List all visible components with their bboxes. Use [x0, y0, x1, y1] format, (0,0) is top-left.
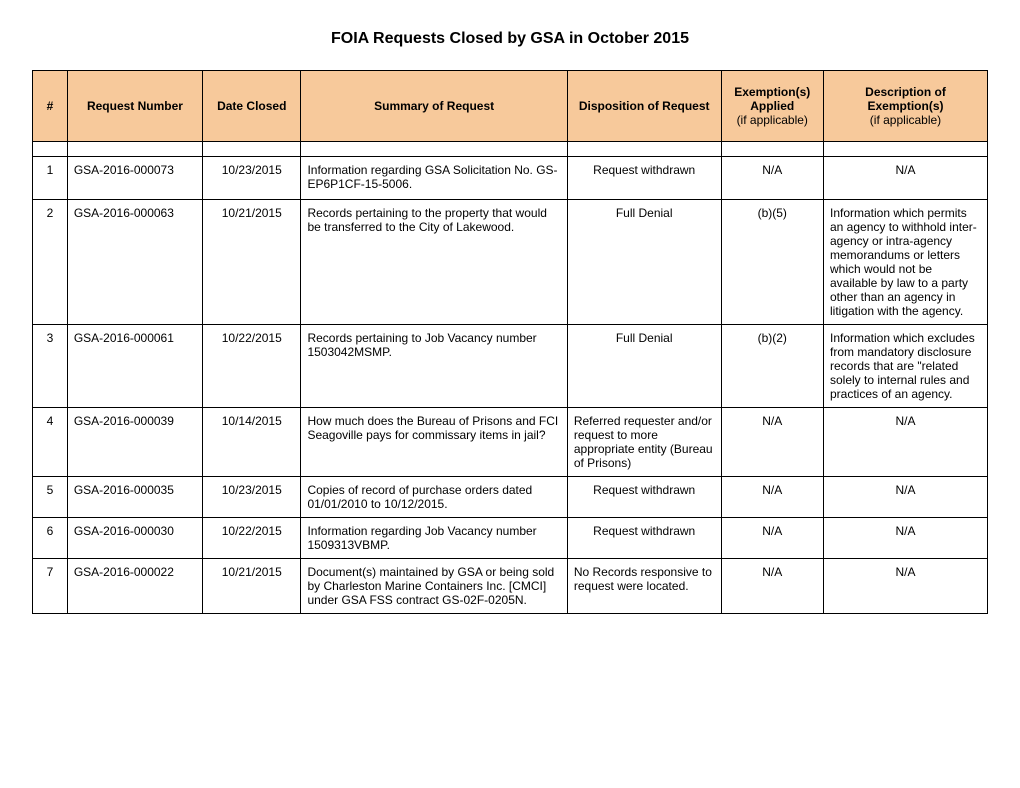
cell-request-number: GSA-2016-000073 [67, 157, 202, 200]
cell-description: N/A [823, 477, 987, 518]
cell-date-closed: 10/22/2015 [203, 518, 301, 559]
cell-exemptions: (b)(5) [721, 200, 823, 325]
table-spacer-row [33, 142, 988, 157]
table-header-row: # Request Number Date Closed Summary of … [33, 71, 988, 142]
cell-num: 6 [33, 518, 68, 559]
table-row: 3GSA-2016-00006110/22/2015Records pertai… [33, 325, 988, 408]
cell-description: N/A [823, 518, 987, 559]
cell-summary: Information regarding Job Vacancy number… [301, 518, 567, 559]
cell-description: Information which permits an agency to w… [823, 200, 987, 325]
cell-summary: Document(s) maintained by GSA or being s… [301, 559, 567, 614]
cell-summary: Records pertaining to Job Vacancy number… [301, 325, 567, 408]
col-header-summary: Summary of Request [301, 71, 567, 142]
cell-description: N/A [823, 559, 987, 614]
cell-date-closed: 10/23/2015 [203, 477, 301, 518]
cell-num: 7 [33, 559, 68, 614]
table-row: 7GSA-2016-00002210/21/2015Document(s) ma… [33, 559, 988, 614]
cell-disposition: Full Denial [567, 325, 721, 408]
cell-disposition: Request withdrawn [567, 157, 721, 200]
col-header-exemptions-sub: (if applicable) [728, 113, 817, 127]
cell-exemptions: N/A [721, 408, 823, 477]
cell-exemptions: N/A [721, 518, 823, 559]
table-row: 6GSA-2016-00003010/22/2015Information re… [33, 518, 988, 559]
page-title: FOIA Requests Closed by GSA in October 2… [32, 30, 988, 48]
cell-date-closed: 10/21/2015 [203, 200, 301, 325]
cell-request-number: GSA-2016-000035 [67, 477, 202, 518]
cell-date-closed: 10/23/2015 [203, 157, 301, 200]
cell-description: Information which excludes from mandator… [823, 325, 987, 408]
cell-summary: How much does the Bureau of Prisons and … [301, 408, 567, 477]
cell-date-closed: 10/22/2015 [203, 325, 301, 408]
cell-request-number: GSA-2016-000063 [67, 200, 202, 325]
cell-description: N/A [823, 157, 987, 200]
cell-request-number: GSA-2016-000039 [67, 408, 202, 477]
col-header-exemptions: Exemption(s) Applied (if applicable) [721, 71, 823, 142]
cell-request-number: GSA-2016-000022 [67, 559, 202, 614]
col-header-exemptions-main: Exemption(s) Applied [734, 85, 810, 113]
table-body: 1GSA-2016-00007310/23/2015Information re… [33, 142, 988, 614]
table-row: 4GSA-2016-00003910/14/2015How much does … [33, 408, 988, 477]
cell-num: 4 [33, 408, 68, 477]
col-header-disposition: Disposition of Request [567, 71, 721, 142]
cell-summary: Records pertaining to the property that … [301, 200, 567, 325]
cell-summary: Copies of record of purchase orders date… [301, 477, 567, 518]
cell-exemptions: N/A [721, 157, 823, 200]
cell-request-number: GSA-2016-000030 [67, 518, 202, 559]
col-header-date-closed: Date Closed [203, 71, 301, 142]
table-row: 5GSA-2016-00003510/23/2015Copies of reco… [33, 477, 988, 518]
cell-disposition: Full Denial [567, 200, 721, 325]
cell-request-number: GSA-2016-000061 [67, 325, 202, 408]
cell-disposition: Request withdrawn [567, 518, 721, 559]
cell-summary: Information regarding GSA Solicitation N… [301, 157, 567, 200]
cell-num: 1 [33, 157, 68, 200]
table-row: 2GSA-2016-00006310/21/2015Records pertai… [33, 200, 988, 325]
cell-num: 5 [33, 477, 68, 518]
col-header-request-number: Request Number [67, 71, 202, 142]
cell-disposition: Request withdrawn [567, 477, 721, 518]
cell-date-closed: 10/21/2015 [203, 559, 301, 614]
cell-num: 3 [33, 325, 68, 408]
col-header-num: # [33, 71, 68, 142]
cell-exemptions: N/A [721, 477, 823, 518]
cell-disposition: Referred requester and/or request to mor… [567, 408, 721, 477]
cell-exemptions: N/A [721, 559, 823, 614]
cell-exemptions: (b)(2) [721, 325, 823, 408]
table-row: 1GSA-2016-00007310/23/2015Information re… [33, 157, 988, 200]
col-header-description-sub: (if applicable) [830, 113, 981, 127]
cell-disposition: No Records responsive to request were lo… [567, 559, 721, 614]
col-header-description: Description of Exemption(s) (if applicab… [823, 71, 987, 142]
foia-table: # Request Number Date Closed Summary of … [32, 70, 988, 614]
cell-description: N/A [823, 408, 987, 477]
col-header-description-main: Description of Exemption(s) [865, 85, 946, 113]
cell-date-closed: 10/14/2015 [203, 408, 301, 477]
cell-num: 2 [33, 200, 68, 325]
